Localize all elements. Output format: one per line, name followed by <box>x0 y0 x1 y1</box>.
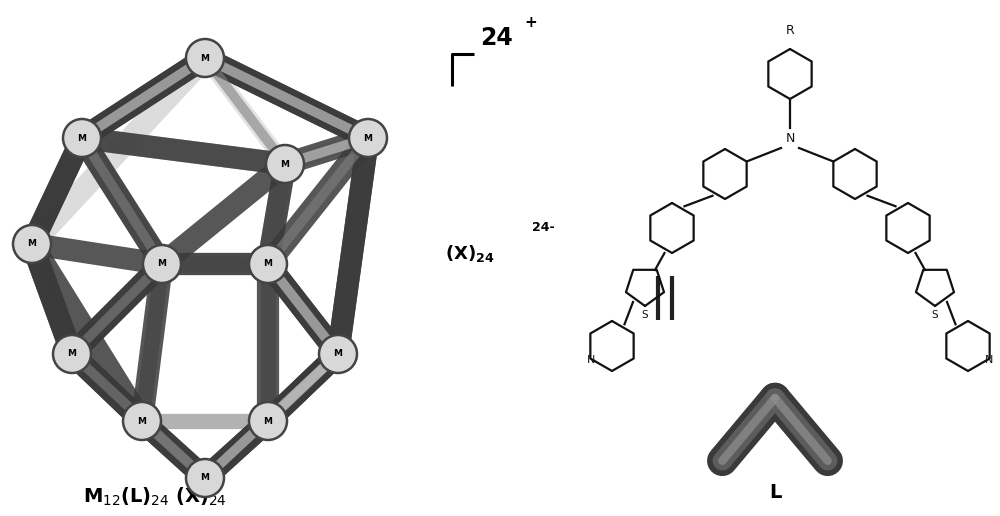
Circle shape <box>186 39 224 77</box>
Text: N: N <box>985 355 993 365</box>
Text: S: S <box>932 310 938 320</box>
Text: $\mathbf{(X)_{24}}$: $\mathbf{(X)_{24}}$ <box>445 244 494 265</box>
Circle shape <box>319 335 357 373</box>
Text: $\mathbf{M}_{12}\mathbf{(L)}_{24}\ \mathbf{(X)}_{24}$: $\mathbf{M}_{12}\mathbf{(L)}_{24}\ \math… <box>83 486 227 508</box>
Circle shape <box>349 119 387 157</box>
Circle shape <box>53 335 91 373</box>
Circle shape <box>186 459 224 497</box>
Circle shape <box>143 245 181 283</box>
Text: M: M <box>28 239 36 249</box>
Text: S: S <box>642 310 648 320</box>
Circle shape <box>123 402 161 440</box>
Text: M: M <box>280 159 290 169</box>
Text: M: M <box>138 416 146 426</box>
Circle shape <box>249 245 287 283</box>
Text: N: N <box>587 355 595 365</box>
Text: M: M <box>68 349 76 359</box>
Text: M: M <box>200 54 209 62</box>
Text: L: L <box>769 483 781 502</box>
Text: M: M <box>78 134 87 142</box>
Text: N: N <box>785 132 795 144</box>
Text: M: M <box>264 260 272 268</box>
Circle shape <box>249 402 287 440</box>
Text: R: R <box>786 24 794 37</box>
Circle shape <box>63 119 101 157</box>
Text: +: + <box>524 15 537 30</box>
Circle shape <box>266 145 304 183</box>
Text: 24-: 24- <box>532 221 555 234</box>
Text: M: M <box>200 474 209 482</box>
Text: M: M <box>364 134 372 142</box>
Text: M: M <box>158 260 166 268</box>
Text: M: M <box>334 349 342 359</box>
Text: M: M <box>264 416 272 426</box>
Circle shape <box>13 225 51 263</box>
Text: 24: 24 <box>480 26 513 50</box>
